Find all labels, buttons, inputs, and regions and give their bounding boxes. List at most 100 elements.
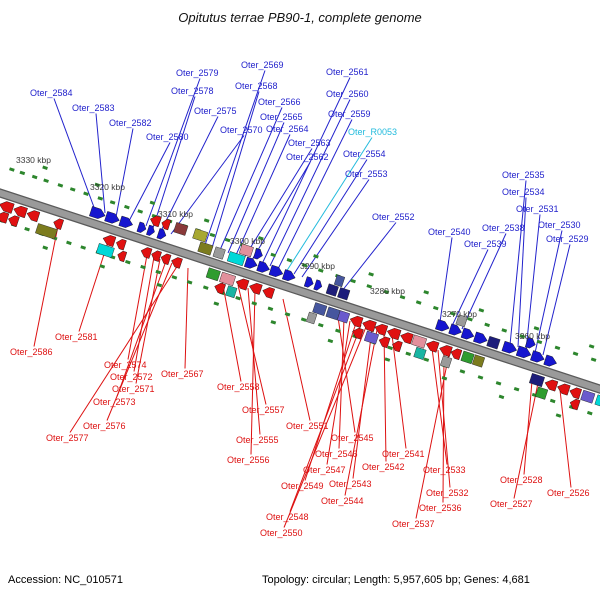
gene-label-oter_2579[interactable]: Oter_2579	[176, 68, 219, 78]
gene-arrow-reverse[interactable]	[373, 322, 389, 336]
gene-label-oter_2547[interactable]: Oter_2547	[303, 465, 346, 475]
gene-label-oter_2564[interactable]: Oter_2564	[266, 124, 309, 134]
gene-label-oter_2570[interactable]: Oter_2570	[220, 125, 263, 135]
gene-box[interactable]	[460, 350, 475, 365]
gene-arrow-reverse[interactable]	[149, 214, 162, 228]
gene-label-oter_2533[interactable]: Oter_2533	[423, 465, 466, 475]
gene-arrow-reverse[interactable]	[449, 347, 463, 361]
gene-label-oter_2567[interactable]: Oter_2567	[161, 369, 204, 379]
gene-box[interactable]	[325, 283, 339, 297]
gene-arrow-forward[interactable]	[89, 206, 106, 220]
gene-box[interactable]	[535, 386, 549, 400]
gene-label-oter_2531[interactable]: Oter_2531	[516, 204, 559, 214]
gene-label-oter_2526[interactable]: Oter_2526	[547, 488, 590, 498]
gene-label-oter_2580[interactable]: Oter_2580	[146, 132, 189, 142]
gene-arrow-reverse[interactable]	[116, 250, 128, 263]
gene-box[interactable]	[333, 274, 346, 288]
gene-arrow-reverse[interactable]	[0, 210, 10, 224]
gene-box[interactable]	[363, 330, 379, 345]
gene-arrow-reverse[interactable]	[0, 200, 15, 214]
gene-label-oter_2537[interactable]: Oter_2537	[392, 519, 435, 529]
gene-arrow-forward[interactable]	[501, 340, 518, 355]
gene-label-oter_2558[interactable]: Oter_2558	[217, 382, 260, 392]
gene-box[interactable]	[197, 241, 214, 256]
gene-label-oter_2586[interactable]: Oter_2586	[10, 347, 53, 357]
gene-arrow-reverse[interactable]	[399, 331, 414, 345]
gene-label-oter_2550[interactable]: Oter_2550	[260, 528, 303, 538]
gene-label-oter_2573[interactable]: Oter_2573	[93, 397, 136, 407]
gene-label-oter_2544[interactable]: Oter_2544	[321, 496, 364, 506]
gene-arrow-reverse[interactable]	[213, 282, 226, 295]
gene-label-oter_2560[interactable]: Oter_2560	[326, 89, 369, 99]
gene-arrow-forward[interactable]	[146, 224, 156, 237]
gene-label-oter_2572[interactable]: Oter_2572	[110, 372, 153, 382]
gene-arrow-reverse[interactable]	[391, 340, 403, 353]
gene-label-oter_2574[interactable]: Oter_2574	[104, 360, 147, 370]
gene-box[interactable]	[486, 335, 501, 350]
gene-arrow-reverse[interactable]	[349, 314, 364, 328]
gene-arrow-forward[interactable]	[435, 319, 450, 333]
gene-arrow-forward[interactable]	[313, 279, 324, 292]
gene-label-oter_2546[interactable]: Oter_2546	[315, 449, 358, 459]
gene-label-oter_2568[interactable]: Oter_2568	[235, 81, 278, 91]
gene-arrow-reverse[interactable]	[378, 335, 391, 349]
gene-box[interactable]	[173, 222, 189, 236]
gene-arrow-forward[interactable]	[136, 221, 148, 234]
gene-arrow-reverse[interactable]	[115, 238, 127, 251]
gene-label-oter_r0053[interactable]: Oter_R0053	[348, 127, 398, 137]
gene-label-oter_2583[interactable]: Oter_2583	[72, 103, 115, 113]
gene-box[interactable]	[312, 302, 328, 316]
gene-label-oter_2578[interactable]: Oter_2578	[171, 86, 214, 96]
gene-label-oter_2577[interactable]: Oter_2577	[46, 433, 89, 443]
gene-label-oter_2554[interactable]: Oter_2554	[343, 149, 386, 159]
gene-box[interactable]	[411, 334, 428, 349]
gene-box[interactable]	[238, 243, 254, 258]
gene-arrow-reverse[interactable]	[170, 256, 183, 269]
gene-box[interactable]	[225, 285, 238, 299]
gene-arrow-reverse[interactable]	[425, 339, 440, 353]
gene-label-oter_2530[interactable]: Oter_2530	[538, 220, 581, 230]
gene-arrow-forward[interactable]	[303, 276, 315, 289]
gene-label-oter_2566[interactable]: Oter_2566	[258, 97, 301, 107]
gene-arrow-reverse[interactable]	[7, 214, 20, 227]
gene-label-oter_2571[interactable]: Oter_2571	[112, 384, 155, 394]
gene-label-oter_2542[interactable]: Oter_2542	[362, 462, 405, 472]
gene-label-oter_2528[interactable]: Oter_2528	[500, 475, 543, 485]
gene-arrow-reverse[interactable]	[543, 378, 559, 392]
gene-arrow-forward[interactable]	[473, 331, 488, 346]
gene-arrow-forward[interactable]	[282, 269, 297, 282]
gene-box[interactable]	[528, 373, 545, 388]
gene-label-oter_2563[interactable]: Oter_2563	[288, 138, 331, 148]
gene-arrow-reverse[interactable]	[569, 398, 581, 411]
gene-box[interactable]	[95, 243, 115, 259]
gene-arrow-reverse[interactable]	[101, 233, 117, 247]
gene-box[interactable]	[337, 287, 351, 301]
gene-box[interactable]	[471, 354, 486, 368]
gene-label-oter_2529[interactable]: Oter_2529	[546, 234, 589, 244]
gene-label-oter_2575[interactable]: Oter_2575	[194, 106, 237, 116]
gene-arrow-reverse[interactable]	[12, 204, 28, 219]
gene-label-oter_2559[interactable]: Oter_2559	[328, 109, 371, 119]
gene-label-oter_2576[interactable]: Oter_2576	[83, 421, 126, 431]
gene-label-oter_2543[interactable]: Oter_2543	[329, 479, 372, 489]
gene-label-oter_2548[interactable]: Oter_2548	[266, 512, 309, 522]
gene-label-oter_2555[interactable]: Oter_2555	[236, 435, 279, 445]
gene-label-oter_2562[interactable]: Oter_2562	[286, 152, 329, 162]
gene-arrow-forward[interactable]	[156, 228, 168, 240]
gene-label-oter_2553[interactable]: Oter_2553	[345, 169, 388, 179]
gene-box[interactable]	[205, 267, 221, 282]
gene-box[interactable]	[219, 271, 237, 287]
gene-arrow-forward[interactable]	[243, 256, 259, 270]
gene-label-oter_2534[interactable]: Oter_2534	[502, 187, 545, 197]
gene-label-oter_2581[interactable]: Oter_2581	[55, 332, 98, 342]
gene-arrow-forward[interactable]	[448, 323, 464, 337]
gene-label-oter_2552[interactable]: Oter_2552	[372, 212, 415, 222]
gene-arrow-forward[interactable]	[256, 260, 272, 274]
gene-arrow-reverse[interactable]	[386, 326, 402, 341]
gene-box[interactable]	[305, 311, 318, 325]
gene-arrow-reverse[interactable]	[248, 281, 263, 295]
gene-arrow-forward[interactable]	[104, 211, 121, 225]
gene-arrow-reverse[interactable]	[160, 218, 172, 231]
gene-arrow-reverse[interactable]	[52, 217, 64, 230]
gene-label-oter_2584[interactable]: Oter_2584	[30, 88, 73, 98]
